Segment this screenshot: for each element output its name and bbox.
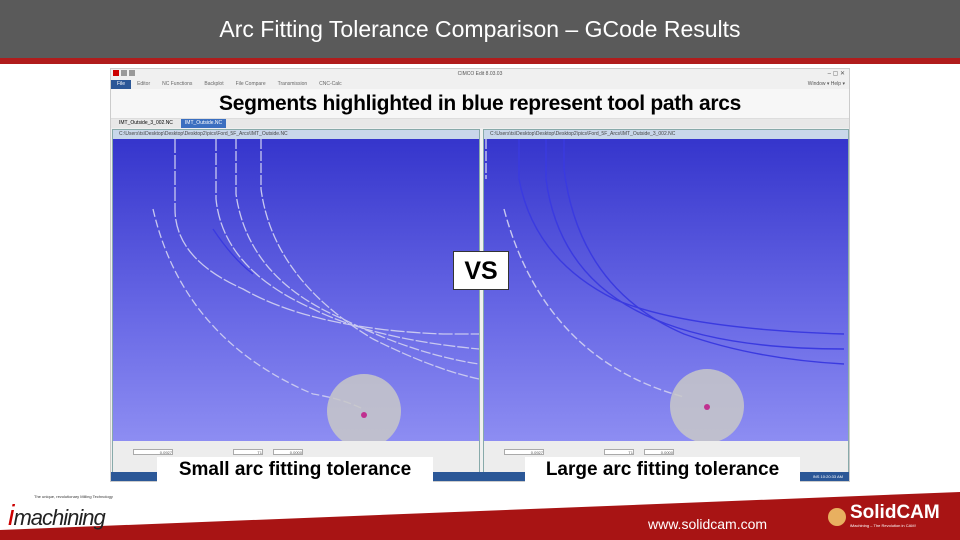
undo-icon[interactable] xyxy=(129,70,135,76)
vs-label: VS xyxy=(453,251,509,290)
footer-band xyxy=(0,492,960,540)
menu-file[interactable]: File xyxy=(111,80,132,89)
toolpath-line xyxy=(260,139,480,380)
window-controls[interactable]: – ▢ ✕ xyxy=(827,71,845,77)
backplot-view-right[interactable] xyxy=(484,139,848,443)
save-icon[interactable] xyxy=(121,70,127,76)
toolpath-arc xyxy=(212,228,254,275)
solidcam-logo: SolidCAM iMachining – The Revolution in C… xyxy=(850,503,940,529)
app-screenshot: CIMCO Edit 8.03.03 – ▢ ✕ File Editor NC … xyxy=(110,68,850,482)
solidcam-tagline: iMachining – The Revolution in CAM! xyxy=(850,523,916,528)
x-field[interactable]: 0.0927 xyxy=(133,449,173,455)
slide-title: Arc Fitting Tolerance Comparison – GCode… xyxy=(0,0,960,58)
tool-field[interactable]: T1 xyxy=(604,449,634,455)
right-backplot-pane: C:\Users\ts\Desktop\Desktop\Desktop2\pic… xyxy=(483,129,849,481)
tool-field[interactable]: T1 xyxy=(233,449,263,455)
menu-cnc-calc[interactable]: CNC-Calc xyxy=(319,81,342,87)
menu-backplot[interactable]: Backplot xyxy=(204,81,224,87)
left-backplot-pane: C:\Users\ts\Desktop\Desktop\Desktop2\pic… xyxy=(112,129,480,481)
solidcam-name: SolidCAM xyxy=(850,502,940,523)
tool-shadow xyxy=(327,374,401,448)
title-stripe xyxy=(0,58,960,64)
toolpath-arc xyxy=(563,139,845,365)
tab-imt-outside[interactable]: IMT_Outside.NC xyxy=(180,119,227,128)
slide-headline: Segments highlighted in blue represent t… xyxy=(218,92,741,115)
caption-left: Small arc fitting tolerance xyxy=(157,457,433,482)
toolpath-line xyxy=(215,139,480,350)
pane-path: C:\Users\ts\Desktop\Desktop\Desktop2\pic… xyxy=(113,130,479,139)
toolpath-line xyxy=(503,208,685,398)
quick-access-toolbar xyxy=(113,70,143,78)
ribbon-toolbar xyxy=(111,89,849,119)
website-link[interactable]: www.solidcam.com xyxy=(648,516,768,532)
caption-right: Large arc fitting tolerance xyxy=(525,457,800,482)
app-title: CIMCO Edit 8.03.03 xyxy=(457,71,503,77)
toolpath-line xyxy=(174,139,479,335)
imachining-tagline: The unique, revolutionary Milling Techno… xyxy=(34,494,113,499)
tool-marker xyxy=(704,404,710,410)
x-field[interactable]: 0.0927 xyxy=(504,449,544,455)
pane-path: C:\Users\ts\Desktop\Desktop\Desktop2\pic… xyxy=(484,130,848,139)
solidcam-logo-icon xyxy=(828,508,846,526)
menu-editor[interactable]: Editor xyxy=(137,81,151,87)
imachining-wordmark: imachining xyxy=(8,500,106,532)
ribbon-menu: File Editor NC Functions Backplot File C… xyxy=(111,80,348,89)
menu-file-compare[interactable]: File Compare xyxy=(235,81,266,87)
status-text: INS 10:20:33 AM xyxy=(812,474,843,479)
toolpath-arc xyxy=(545,139,845,350)
tool-marker xyxy=(361,412,367,418)
toolpath-arc xyxy=(518,139,845,335)
dist-field[interactable]: 0.0000 xyxy=(273,449,303,455)
status-bar: INS 10:20:33 AM xyxy=(111,472,849,481)
menu-transmission[interactable]: Transmission xyxy=(277,81,308,87)
toolpath-left xyxy=(152,139,480,448)
imachining-logo: The unique, revolutionary Milling Techno… xyxy=(8,494,113,534)
toolpath-line xyxy=(235,139,480,365)
tab-imt-outside-3-002[interactable]: IMT_Outside_3_002.NC xyxy=(119,120,173,126)
toolpath-line xyxy=(152,208,364,410)
menu-nc-functions[interactable]: NC Functions xyxy=(162,81,193,87)
backplot-view-left[interactable] xyxy=(113,139,480,448)
toolpath-right xyxy=(485,139,845,443)
window-help-menu[interactable]: Window ▾ Help ▾ xyxy=(807,81,845,87)
app-icon xyxy=(113,70,119,76)
dist-field[interactable]: 0.0000 xyxy=(644,449,674,455)
document-tabs: IMT_Outside_3_002.NC IMT_Outside.NC xyxy=(111,119,849,128)
